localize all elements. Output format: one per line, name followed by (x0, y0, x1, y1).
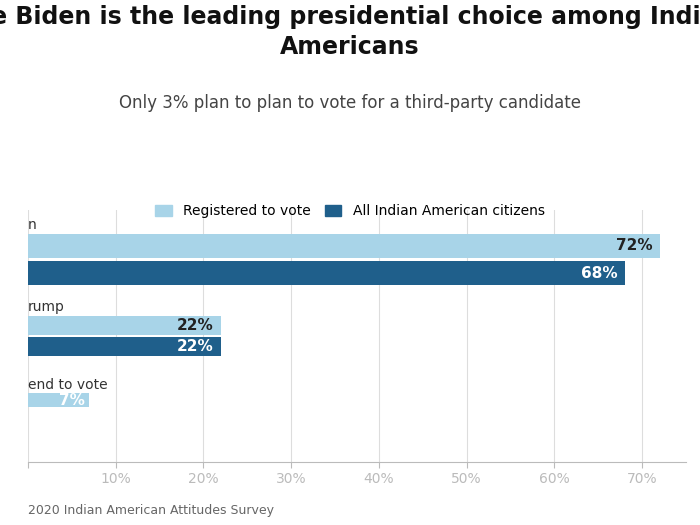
Text: Joe Biden is the leading presidential choice among Indian
Americans: Joe Biden is the leading presidential ch… (0, 5, 700, 59)
Bar (28, 393, 90, 407)
Text: 72%: 72% (616, 238, 652, 254)
Text: end to vote: end to vote (28, 377, 108, 392)
Bar (28, 234, 659, 258)
Legend: Registered to vote, All Indian American citizens: Registered to vote, All Indian American … (150, 198, 550, 224)
Text: rump: rump (28, 300, 65, 314)
Text: 22%: 22% (177, 318, 214, 333)
Bar (28, 316, 221, 335)
Text: 68%: 68% (581, 266, 617, 280)
Bar (28, 337, 221, 356)
Text: Only 3% plan to plan to vote for a third-party candidate: Only 3% plan to plan to vote for a third… (119, 94, 581, 112)
Text: 22%: 22% (177, 339, 214, 354)
Text: n: n (28, 218, 36, 232)
Text: 7%: 7% (60, 393, 85, 407)
Text: 2020 Indian American Attitudes Survey: 2020 Indian American Attitudes Survey (28, 504, 274, 517)
Bar (28, 260, 624, 286)
